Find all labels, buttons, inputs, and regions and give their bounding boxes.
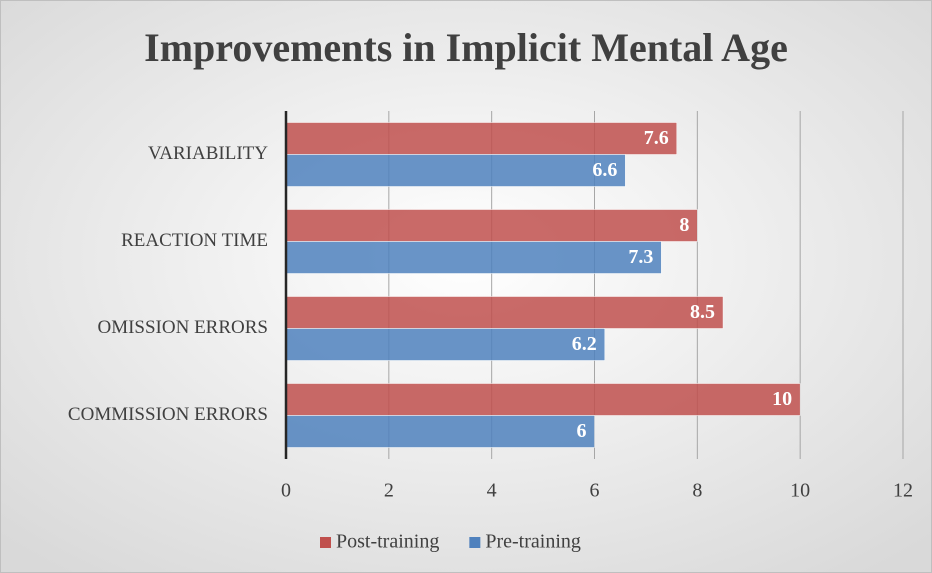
- data-label: 7.6: [644, 127, 669, 149]
- bar: [285, 209, 698, 242]
- bar: [285, 296, 724, 329]
- data-label: 7.3: [628, 246, 653, 268]
- bar: [285, 415, 595, 448]
- y-tick-label: REACTION TIME: [121, 230, 268, 251]
- data-label: 6.2: [572, 333, 597, 355]
- bar: [285, 383, 801, 416]
- bar: [285, 241, 662, 274]
- data-label: 8: [679, 214, 689, 236]
- x-tick-label: 6: [590, 480, 600, 502]
- legend-swatch: [469, 537, 481, 548]
- data-label: 8.5: [690, 301, 715, 323]
- x-tick-label: 4: [487, 480, 497, 502]
- legend-label: Post-training: [336, 531, 439, 553]
- data-label: 10: [772, 388, 792, 410]
- chart-title: Improvements in Implicit Mental Age: [144, 25, 788, 70]
- bar: [285, 122, 678, 155]
- x-tick-label: 0: [281, 480, 291, 502]
- legend-label: Pre-training: [485, 531, 581, 553]
- bar: [285, 328, 606, 361]
- y-tick-label: OMISSION ERRORS: [97, 317, 268, 338]
- x-tick-label: 10: [790, 480, 810, 502]
- legend-swatch: [320, 537, 331, 548]
- y-tick-label: VARIABILITY: [148, 143, 268, 164]
- data-label: 6: [577, 420, 587, 442]
- x-tick-label: 2: [384, 480, 394, 502]
- x-tick-label: 8: [692, 480, 702, 502]
- bar: [285, 154, 626, 187]
- data-label: 6.6: [592, 159, 617, 181]
- x-tick-label: 12: [893, 480, 913, 502]
- y-tick-label: COMMISSION ERRORS: [68, 404, 268, 425]
